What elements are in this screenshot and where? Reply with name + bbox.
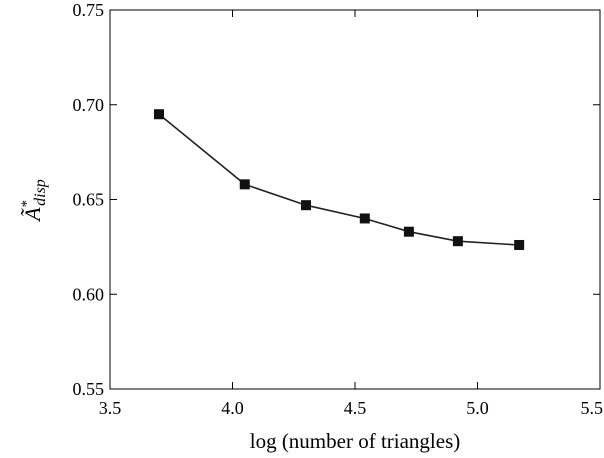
data-point-marker (154, 109, 164, 120)
y-tick-label: 0.55 (73, 379, 105, 399)
data-point-marker (239, 179, 250, 190)
y-tick-label: 0.65 (73, 190, 105, 210)
data-point-marker (359, 213, 370, 224)
plot-frame (109, 9, 601, 390)
data-point-marker (452, 236, 463, 247)
y-axis-label: Ã*disp (19, 179, 49, 223)
y-tick-label: 0.60 (73, 284, 105, 304)
series-markers (154, 109, 525, 250)
x-axis-ticks: 3.5 4.0 4.5 5.0 5.5 (99, 10, 603, 418)
data-point-marker (403, 226, 414, 237)
y-axis-label-subscript: disp (32, 179, 49, 206)
series-line (158, 113, 520, 246)
y-axis-ticks: 0.55 0.60 0.65 0.70 0.75 (73, 0, 600, 399)
x-tick-label: 4.5 (344, 398, 367, 418)
x-axis-label: log (number of triangles) (250, 429, 461, 453)
x-tick-label: 5.0 (466, 398, 489, 418)
y-tick-label: 0.75 (73, 0, 105, 20)
x-tick-label: 4.0 (221, 398, 244, 418)
y-axis-label-base: Ã (20, 207, 45, 223)
x-tick-label: 3.5 (99, 398, 122, 418)
y-tick-label: 0.70 (73, 95, 105, 115)
x-tick-label: 5.5 (581, 398, 604, 418)
data-point-marker (514, 239, 525, 250)
data-point-marker (301, 200, 311, 211)
y-axis-label-superscript: * (19, 200, 35, 208)
